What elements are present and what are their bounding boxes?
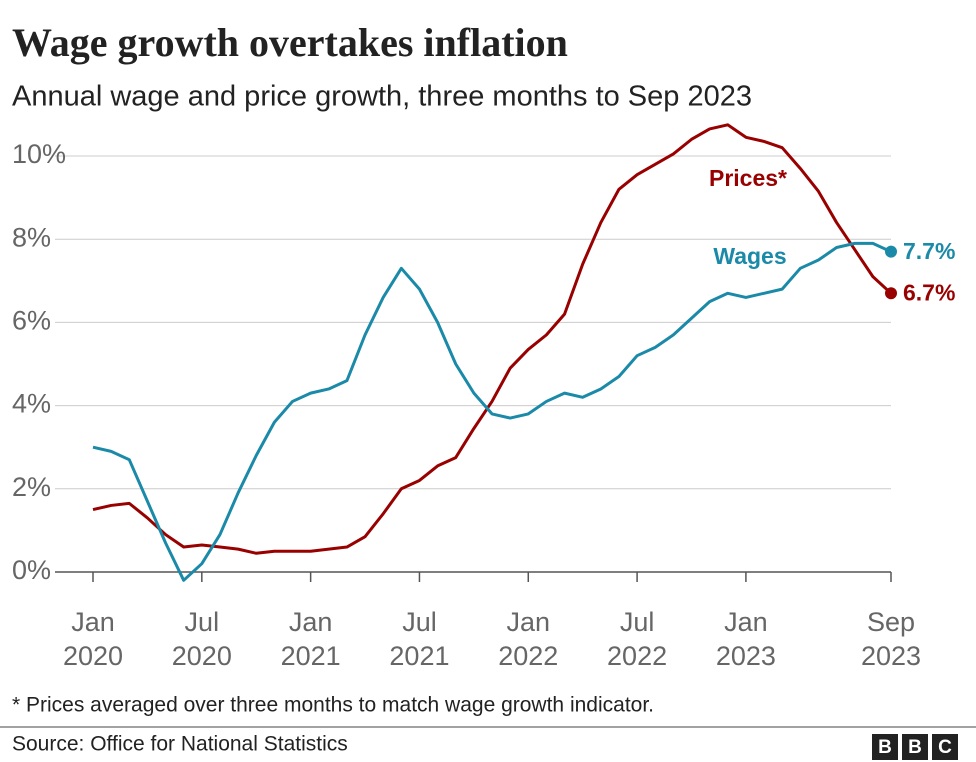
x-tick-label: Jul 2020: [157, 605, 247, 673]
x-tick-label: Jan 2021: [266, 605, 356, 673]
logo-letter: C: [938, 737, 952, 758]
x-tick-label: Jan 2022: [483, 605, 573, 673]
x-tick-text: Sep 2023: [860, 607, 922, 671]
x-tick-label: Jan 2020: [48, 605, 138, 673]
x-tick-label: Jul 2022: [592, 605, 682, 673]
source: Source: Office for National Statistics: [12, 733, 348, 756]
y-tick-label: 10%: [12, 139, 66, 169]
x-tick-text: Jan 2023: [715, 607, 776, 671]
y-tick-label: 8%: [12, 222, 51, 252]
footnote: * Prices averaged over three months to m…: [12, 694, 654, 717]
x-tick-text: Jul 2021: [389, 607, 450, 671]
x-tick-text: Jan 2022: [498, 607, 559, 671]
value-label: 7.7%: [903, 238, 955, 264]
y-tick-label: 6%: [12, 306, 51, 336]
y-tick-label: 4%: [12, 389, 51, 419]
logo-box: [932, 734, 958, 760]
end-point: [885, 245, 897, 258]
x-tick-label: Sep 2023: [846, 605, 936, 673]
chart-title: Wage growth overtakes inflation: [12, 20, 568, 65]
logo-box: [902, 734, 928, 760]
y-tick-label: 2%: [12, 472, 51, 502]
x-tick-text: Jul 2020: [171, 607, 232, 671]
logo-box: [872, 734, 898, 760]
end-point: [885, 287, 897, 300]
x-tick-label: Jul 2021: [374, 605, 464, 673]
value-label: 6.7%: [903, 279, 955, 305]
x-tick-label: Jan 2023: [701, 605, 791, 673]
x-tick-text: Jan 2020: [62, 607, 124, 671]
series-label: Wages: [713, 243, 786, 269]
y-tick-label: 0%: [12, 555, 51, 585]
series-line: [92, 123, 893, 555]
series-line: [92, 241, 892, 582]
x-tick-text: Jan 2021: [280, 607, 341, 671]
logo-letter: B: [908, 737, 922, 758]
chart-subtitle: Annual wage and price growth, three mont…: [12, 81, 752, 113]
x-tick-text: Jul 2022: [607, 607, 668, 671]
logo-letter: B: [878, 737, 892, 758]
series-label: Prices*: [709, 165, 787, 191]
